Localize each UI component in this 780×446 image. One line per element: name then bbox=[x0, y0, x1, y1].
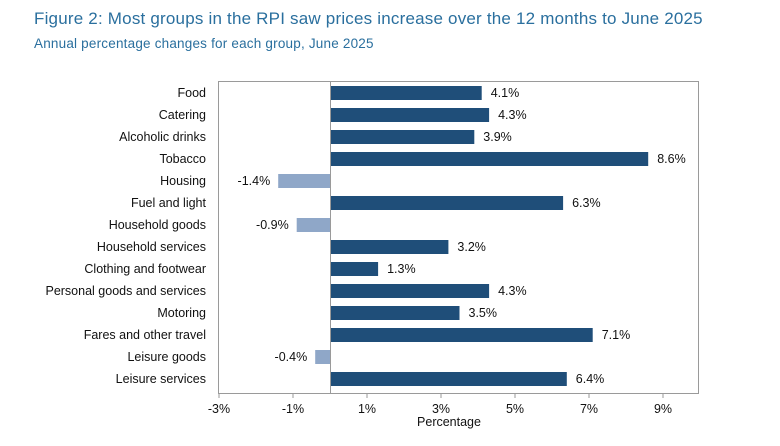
category-label: Household goods bbox=[109, 218, 206, 232]
category-label: Personal goods and services bbox=[45, 284, 206, 298]
bar-household-services bbox=[330, 240, 449, 254]
plot-frame bbox=[218, 81, 699, 394]
category-label: Food bbox=[178, 86, 207, 100]
category-label: Alcoholic drinks bbox=[119, 130, 206, 144]
bar-tobacco bbox=[330, 152, 649, 166]
x-tick-label: 9% bbox=[654, 402, 672, 416]
bar-catering bbox=[330, 108, 490, 122]
chart-subtitle: Annual percentage changes for each group… bbox=[34, 36, 374, 51]
x-tick-label: -1% bbox=[282, 402, 304, 416]
value-label: 3.2% bbox=[457, 240, 486, 254]
bar-alcoholic-drinks bbox=[330, 130, 475, 144]
bar-housing bbox=[278, 174, 330, 188]
value-label: -0.9% bbox=[256, 218, 289, 232]
category-label: Fuel and light bbox=[131, 196, 207, 210]
x-tick-label: 3% bbox=[432, 402, 450, 416]
value-label: 4.3% bbox=[498, 284, 526, 298]
value-label: 6.4% bbox=[576, 372, 605, 386]
category-label: Motoring bbox=[157, 306, 206, 320]
bar-leisure-services bbox=[330, 372, 567, 386]
x-tick-label: 5% bbox=[506, 402, 524, 416]
value-label: -1.4% bbox=[238, 174, 271, 188]
x-tick-label: 1% bbox=[358, 402, 376, 416]
bar-fares-and-other-travel bbox=[330, 328, 593, 342]
bar-personal-goods-and-services bbox=[330, 284, 490, 298]
value-label: 7.1% bbox=[602, 328, 631, 342]
category-label: Household services bbox=[97, 240, 206, 254]
x-tick-label: -3% bbox=[208, 402, 230, 416]
value-label: -0.4% bbox=[275, 350, 308, 364]
bar-clothing-and-footwear bbox=[330, 262, 379, 276]
value-label: 6.3% bbox=[572, 196, 601, 210]
bar-motoring bbox=[330, 306, 460, 320]
value-label: 4.3% bbox=[498, 108, 526, 122]
bar-leisure-goods bbox=[315, 350, 330, 364]
value-label: 3.9% bbox=[483, 130, 512, 144]
category-label: Clothing and footwear bbox=[84, 262, 206, 276]
bar-food bbox=[330, 86, 482, 100]
category-label: Housing bbox=[160, 174, 206, 188]
category-label: Leisure services bbox=[116, 372, 206, 386]
value-label: 3.5% bbox=[469, 306, 498, 320]
bar-fuel-and-light bbox=[330, 196, 564, 210]
chart-title: Figure 2: Most groups in the RPI saw pri… bbox=[34, 9, 703, 28]
category-label: Catering bbox=[159, 108, 206, 122]
category-label: Fares and other travel bbox=[84, 328, 206, 342]
category-label: Tobacco bbox=[159, 152, 206, 166]
value-label: 1.3% bbox=[387, 262, 416, 276]
category-label: Leisure goods bbox=[127, 350, 206, 364]
x-tick-label: 7% bbox=[580, 402, 598, 416]
x-axis-label: Percentage bbox=[417, 415, 481, 429]
bar-household-goods bbox=[296, 218, 330, 232]
value-label: 4.1% bbox=[491, 86, 520, 100]
value-label: 8.6% bbox=[657, 152, 686, 166]
